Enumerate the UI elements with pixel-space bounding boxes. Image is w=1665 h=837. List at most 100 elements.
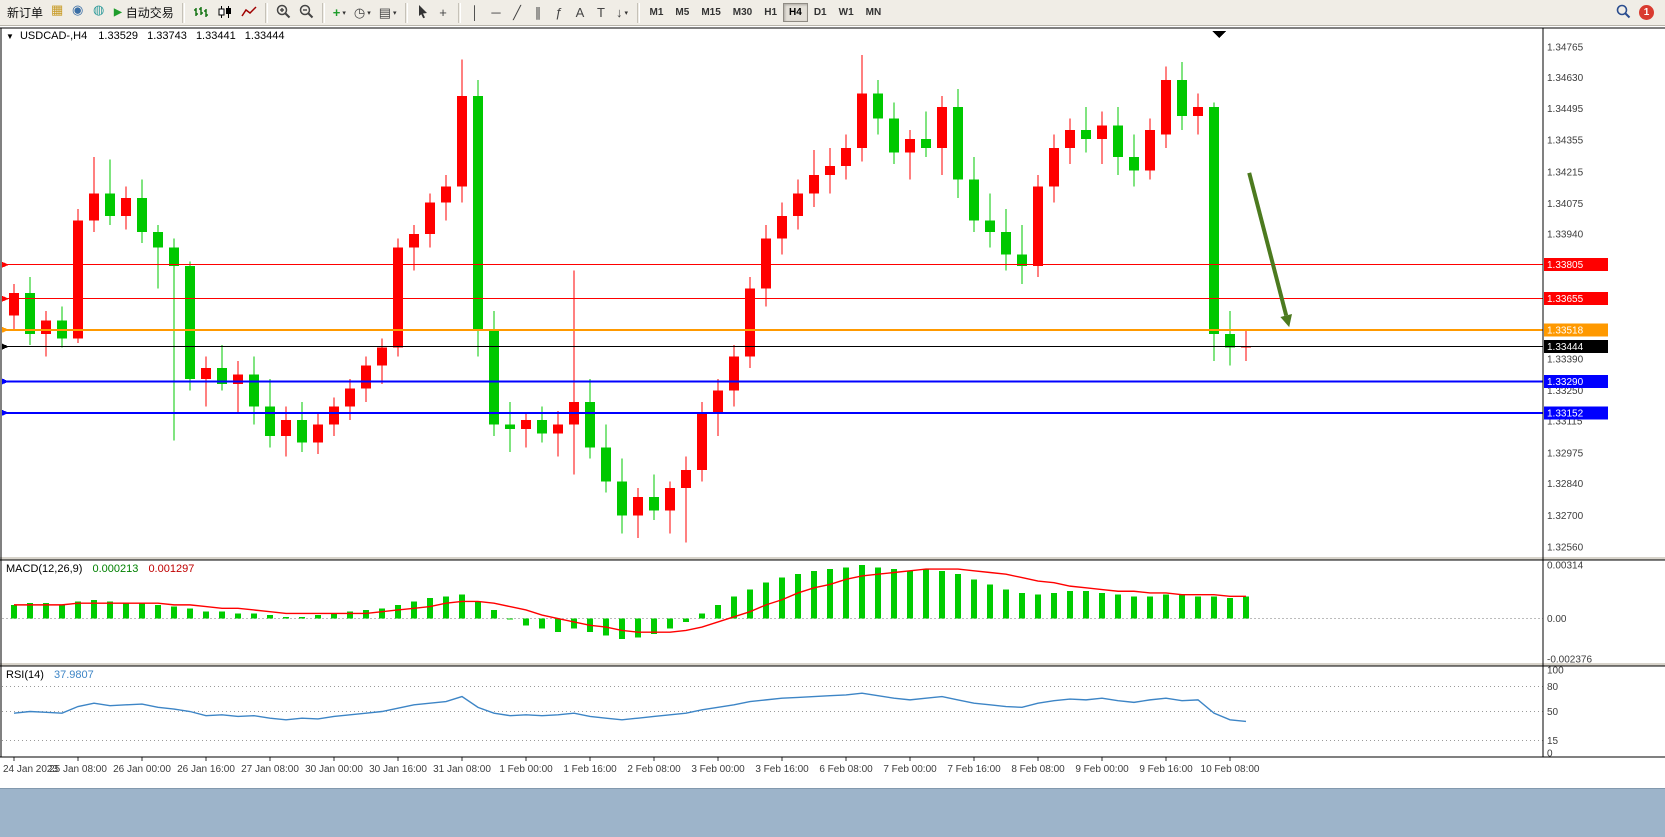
text-icon: A	[575, 5, 585, 20]
candle-body	[1097, 125, 1107, 139]
macd-bar	[523, 618, 529, 626]
macd-bar	[427, 598, 433, 619]
label-icon: T	[597, 5, 605, 20]
macd-bar	[1003, 589, 1009, 619]
annotation-arrow-line[interactable]	[1247, 172, 1289, 316]
label-button[interactable]: T	[591, 2, 612, 23]
price-badge-label: 1.33518	[1547, 325, 1584, 336]
notification-badge[interactable]: 1	[1639, 5, 1654, 20]
candle-body	[1225, 333, 1235, 348]
chevron-down-icon: ▾	[342, 9, 346, 17]
macd-bar	[923, 569, 929, 619]
text-button[interactable]: A	[570, 2, 591, 23]
candle-body	[217, 367, 227, 384]
channel-button[interactable]: ∥	[528, 2, 549, 23]
candle-body	[41, 320, 51, 334]
macd-bar	[731, 596, 737, 619]
tab-timeframe-m30[interactable]: M30	[727, 3, 758, 22]
trendline-icon: ╱	[513, 5, 521, 20]
vertical-line-button[interactable]: │	[465, 2, 486, 23]
macd-bar	[1067, 591, 1073, 619]
macd-bar	[139, 603, 145, 619]
tab-timeframe-w1[interactable]: W1	[833, 3, 860, 22]
profiles-icon[interactable]: ◉	[72, 2, 84, 17]
price-axis-label: 1.34355	[1547, 136, 1584, 147]
periods-button[interactable]: ◷ ▾	[350, 2, 375, 23]
candlestick-chart-button[interactable]	[213, 2, 237, 23]
tab-timeframe-h4[interactable]: H4	[783, 3, 808, 22]
new-chart-icon[interactable]: ▦	[51, 2, 64, 17]
cursor-button[interactable]	[412, 2, 433, 23]
tab-timeframe-d1[interactable]: D1	[808, 3, 833, 22]
macd-bar	[219, 611, 225, 619]
macd-bar	[1243, 596, 1249, 619]
candle-body	[1065, 129, 1075, 148]
candle-body	[185, 265, 195, 380]
macd-bar	[747, 589, 753, 619]
zoom-in-button[interactable]	[272, 2, 295, 23]
candle-body	[969, 179, 979, 221]
price-line-left-marker	[2, 378, 9, 385]
trendline-button[interactable]: ╱	[507, 2, 528, 23]
toolbar-separator	[264, 2, 268, 23]
arrows-button[interactable]: ↓ ▾	[612, 2, 633, 23]
macd-bar	[107, 601, 113, 619]
horizontal-line-icon: ─	[491, 5, 501, 20]
price-axis-label: 1.34765	[1547, 43, 1584, 54]
line-chart-button[interactable]	[237, 2, 261, 23]
macd-bar	[123, 603, 129, 619]
zoom-out-icon	[299, 4, 314, 21]
periods-clock-icon: ◷	[353, 5, 366, 20]
tab-timeframe-m5[interactable]: M5	[669, 3, 695, 22]
macd-bar	[251, 613, 257, 619]
time-axis-label: 1 Feb 00:00	[499, 764, 553, 775]
candle-body	[697, 413, 707, 470]
time-axis-label: 8 Feb 08:00	[1011, 764, 1065, 775]
horizontal-line-button[interactable]: ─	[486, 2, 507, 23]
macd-bar	[859, 565, 865, 619]
indicators-button[interactable]: + ▾	[329, 2, 350, 23]
autotrading-play-icon: ▶	[114, 6, 122, 18]
chart-canvas[interactable]: 1.34765 1.34630 1.34495 1.34355 1.34215 1.340…	[0, 26, 1665, 788]
zoom-out-button[interactable]	[295, 2, 318, 23]
candle-body	[905, 138, 915, 153]
macd-bar	[91, 599, 97, 619]
candle-body	[521, 420, 531, 430]
templates-button[interactable]: ▤ ▾	[375, 2, 401, 23]
fibonacci-button[interactable]: ƒ	[549, 2, 570, 23]
bar-chart-icon	[193, 5, 209, 21]
candle-body	[153, 231, 163, 248]
macd-bar	[203, 611, 209, 619]
tab-timeframe-h1[interactable]: H1	[758, 3, 783, 22]
autotrading-button[interactable]: ▶ 自动交易	[110, 2, 178, 23]
tab-timeframe-m1[interactable]: M1	[644, 3, 670, 22]
macd-bar	[715, 604, 721, 619]
macd-bar	[363, 609, 369, 619]
tab-timeframe-m15[interactable]: M15	[695, 3, 726, 22]
search-button[interactable]	[1612, 2, 1635, 23]
toolbar-separator	[321, 2, 325, 23]
scroll-to-end-marker[interactable]	[1212, 31, 1226, 38]
bar-chart-button[interactable]	[189, 2, 213, 23]
candle-body	[169, 247, 179, 266]
candle-body	[25, 293, 35, 334]
template-icon: ▤	[378, 5, 391, 20]
macd-bar	[1211, 596, 1217, 619]
time-axis-label: 6 Feb 08:00	[819, 764, 873, 775]
line-chart-icon	[241, 5, 257, 21]
market-watch-icon[interactable]: ◍	[93, 2, 105, 17]
macd-bar	[779, 577, 785, 619]
new-order-button[interactable]: 新订单	[3, 2, 47, 23]
macd-bar	[443, 596, 449, 619]
macd-bar	[267, 615, 273, 619]
candle-body	[713, 390, 723, 414]
macd-bar	[635, 618, 641, 638]
tab-timeframe-mn[interactable]: MN	[860, 3, 888, 22]
macd-bar	[1019, 592, 1025, 619]
price-axis-label: 1.34630	[1547, 73, 1584, 84]
candle-body	[489, 329, 499, 425]
price-badge	[1544, 406, 1608, 420]
crosshair-button[interactable]: +	[433, 2, 454, 23]
price-axis-label: 1.34495	[1547, 104, 1584, 115]
annotation-arrow-head[interactable]	[1280, 313, 1292, 328]
